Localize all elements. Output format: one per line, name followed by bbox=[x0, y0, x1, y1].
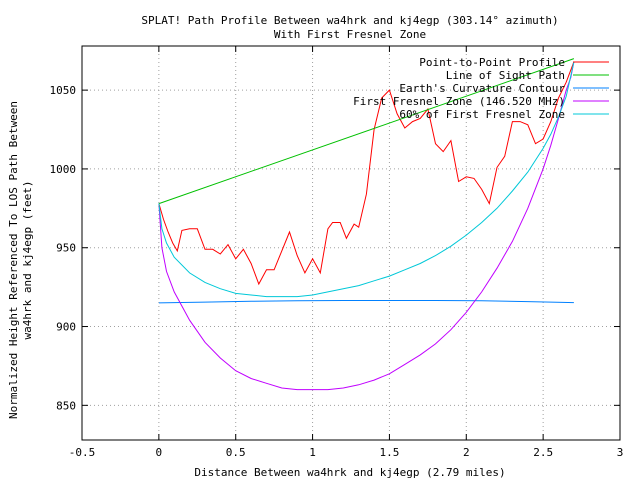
y-axis-label-line2: wa4hrk and kj4egp (feet) bbox=[21, 181, 34, 340]
y-axis-label-line1: Normalized Height Referenced To LOS Path… bbox=[7, 101, 20, 419]
legend-label: Point-to-Point Profile bbox=[419, 56, 565, 69]
legend-label: First Fresnel Zone (146.520 MHz) bbox=[353, 95, 565, 108]
axis-ticks: -0.5 0 0.5 1 1.5 2 2.5 3 850 900 950 1000 1050 bbox=[50, 46, 624, 459]
x-tick-label: 2 bbox=[463, 446, 470, 459]
series-line-point-to-point-profile bbox=[158, 61, 575, 286]
y-tick-label: 950 bbox=[56, 242, 76, 255]
plot-frame bbox=[81, 45, 621, 441]
chart-title: SPLAT! Path Profile Between wa4hrk and k… bbox=[141, 14, 558, 27]
series-line-line-of-sight-path bbox=[158, 58, 575, 205]
series-line-earth-s-curvature-contour bbox=[158, 300, 574, 304]
legend-label: Line of Sight Path bbox=[446, 69, 565, 82]
x-tick-label: 1.5 bbox=[379, 446, 399, 459]
y-tick-label: 1000 bbox=[50, 163, 77, 176]
x-tick-label: 0 bbox=[156, 446, 163, 459]
x-tick-label: 1 bbox=[309, 446, 316, 459]
legend-label: 60% of First Fresnel Zone bbox=[399, 108, 565, 121]
x-tick-label: 2.5 bbox=[533, 446, 553, 459]
x-tick-label: -0.5 bbox=[69, 446, 96, 459]
y-tick-label: 900 bbox=[56, 321, 76, 334]
y-tick-label: 850 bbox=[56, 399, 76, 412]
legend-label: Earth's Curvature Contour bbox=[399, 82, 565, 95]
x-axis-label: Distance Between wa4hrk and kj4egp (2.79… bbox=[194, 466, 505, 479]
series-line-first-fresnel-zone-146-520-mhz bbox=[158, 61, 575, 391]
data-series bbox=[158, 58, 575, 391]
series-line-60-of-first-fresnel-zone bbox=[158, 61, 575, 298]
x-tick-label: 3 bbox=[617, 446, 624, 459]
x-tick-label: 0.5 bbox=[226, 446, 246, 459]
y-tick-label: 1050 bbox=[50, 84, 77, 97]
chart-subtitle: With First Fresnel Zone bbox=[274, 28, 426, 41]
